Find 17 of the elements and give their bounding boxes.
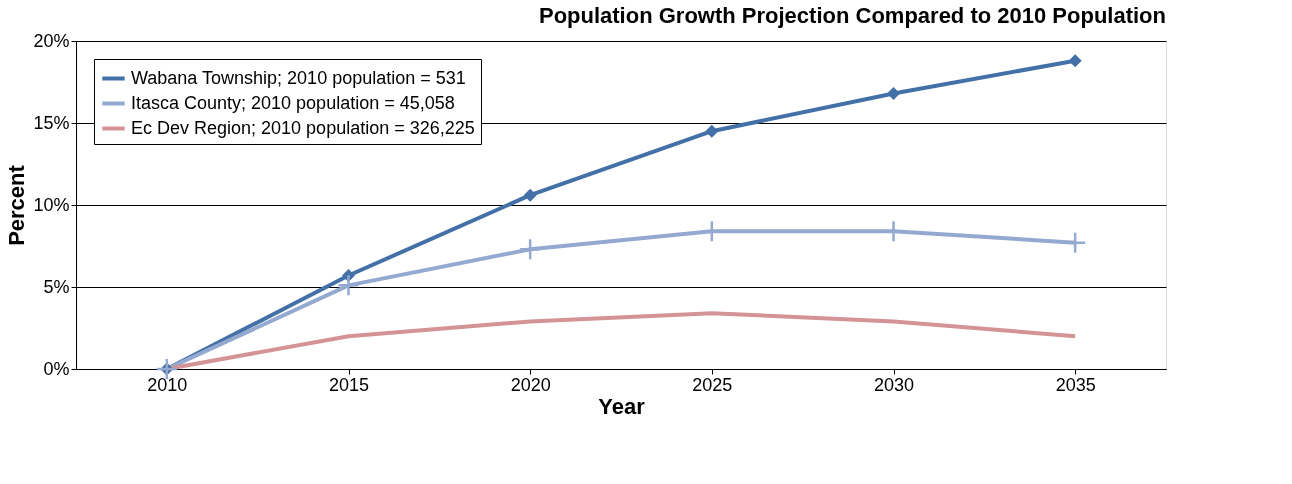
y-tick-label: 5% [43,276,70,297]
x-tick-label: 2025 [692,374,733,395]
y-tick-label: 15% [33,112,70,133]
chart-title: Population Growth Projection Compared to 2010 Population [538,3,1166,28]
x-axis-title: Year [598,393,646,419]
y-tick-label: 20% [33,30,70,51]
y-tick-label: 10% [33,194,70,215]
x-tick-label: 2030 [873,374,915,395]
x-tick-label: 2020 [510,374,551,395]
legend-label: Ec Dev Region; 2010 population = 326,225 [131,117,475,138]
legend-label: Itasca County; 2010 population = 45,058 [131,92,455,113]
y-axis-title: Percent [4,164,30,246]
legend-label: Wabana Township; 2010 population = 531 [131,67,466,88]
x-tick-label: 2015 [328,374,370,395]
x-tick-label: 2035 [1055,374,1096,395]
y-tick-label: 0% [43,358,70,379]
x-tick-label: 2010 [147,374,188,395]
